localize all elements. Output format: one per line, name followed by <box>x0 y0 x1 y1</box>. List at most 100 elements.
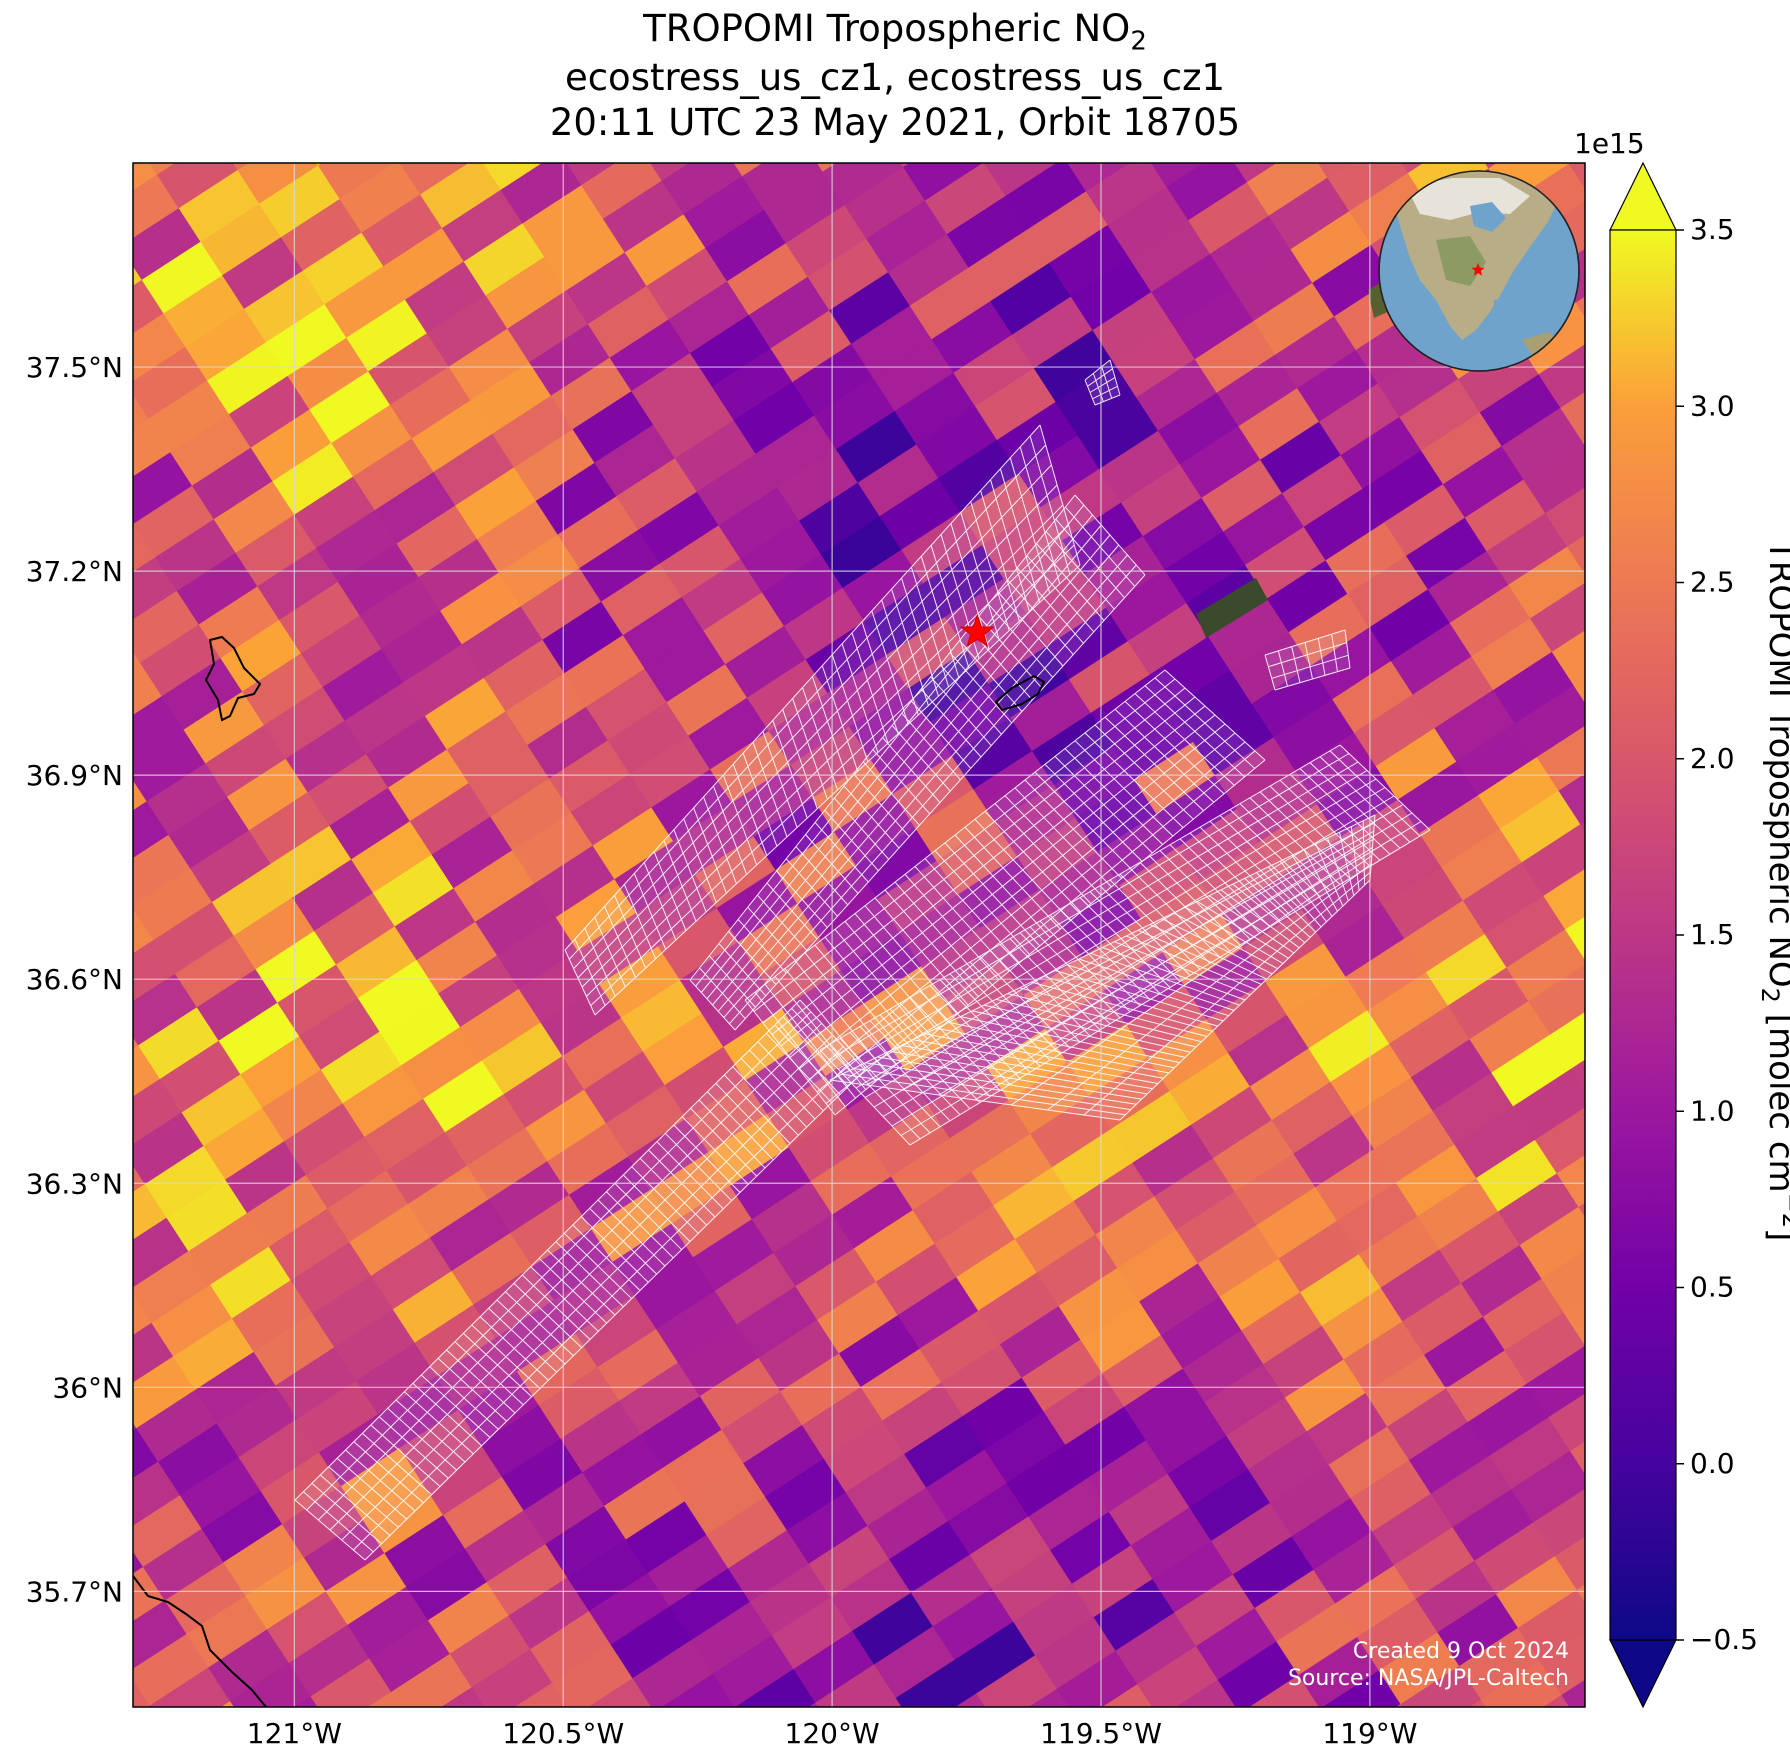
no2-pixel <box>855 826 938 900</box>
no2-pixel <box>1269 1464 1352 1538</box>
no2-pixel <box>337 543 420 617</box>
no2-pixel <box>283 1102 367 1176</box>
mesh-swath-1-lines <box>564 424 1081 1016</box>
no2-pixel <box>1053 745 1136 820</box>
no2-pixel <box>133 207 203 281</box>
no2-pixel <box>334 1308 417 1382</box>
no2-pixel <box>377 89 459 162</box>
no2-pixel <box>1343 1320 1426 1394</box>
no2-pixel <box>1476 1139 1559 1213</box>
no2-pixel <box>1534 1107 1585 1175</box>
no2-pixel <box>646 247 729 321</box>
no2-pixel <box>1203 76 1285 149</box>
no2-pixel <box>664 1046 747 1120</box>
no2-pixel <box>210 1246 293 1320</box>
no2-pixel <box>1112 707 1195 781</box>
no2-pixel <box>440 572 523 646</box>
no2-pixel <box>518 950 601 1024</box>
no2-pixel <box>560 1400 643 1474</box>
no2-pixel <box>641 1395 724 1469</box>
no2-pixel <box>910 1554 993 1628</box>
no2-pixel <box>1154 1157 1237 1231</box>
no2-pixel <box>527 706 610 780</box>
no2-pixel <box>355 1342 439 1416</box>
no2-pixel <box>468 744 551 818</box>
lon-tick-label: 119.5°W <box>1040 1717 1162 1750</box>
no2-pixel <box>1424 1316 1507 1390</box>
no2-pixel <box>1119 846 1202 920</box>
no2-pixel <box>1171 669 1254 743</box>
no2-pixel <box>860 61 942 134</box>
globe-outline <box>1378 170 1580 372</box>
no2-pixel <box>481 1021 564 1096</box>
no2-pixel <box>564 634 647 708</box>
no2-pixel <box>1325 521 1408 595</box>
no2-pixel <box>1110 1090 1193 1164</box>
no2-pixel <box>223 1523 306 1597</box>
no2-pixel <box>533 845 616 919</box>
no2-pixel <box>758 1319 841 1393</box>
no2-pixel <box>113 1739 195 1752</box>
no2-pixel <box>41 1499 123 1572</box>
no2-pixel <box>1409 1421 1492 1495</box>
no2-pixel <box>31 456 113 529</box>
no2-pixel <box>424 677 508 751</box>
no2-pixel <box>159 1040 242 1114</box>
no2-pixel <box>538 80 620 153</box>
gridlines <box>133 163 1585 1707</box>
no2-pixel <box>381 610 464 684</box>
no2-pixel <box>1093 1578 1176 1652</box>
no2-pixel <box>1251 665 1334 739</box>
no2-pixel <box>762 553 845 627</box>
no2-pixel <box>198 585 281 660</box>
no2-pixel <box>133 1427 160 1480</box>
no2-pixel <box>1364 67 1446 140</box>
no2-pixel <box>588 1572 672 1646</box>
no2-pixel <box>351 820 434 894</box>
no2-pixel <box>572 390 655 464</box>
no2-pixel <box>190 829 273 904</box>
no2-pixel <box>245 1557 328 1631</box>
no2-pixel <box>735 1668 817 1707</box>
no2-pixel <box>371 1236 454 1311</box>
no2-pixel <box>1467 1383 1550 1457</box>
no2-pixel <box>314 892 397 966</box>
mesh-fragment-lines <box>1084 359 1121 406</box>
no2-pixel <box>1384 483 1467 557</box>
no2-pixel <box>599 945 682 1019</box>
no2-pixel <box>1530 582 1585 653</box>
no2-pixel <box>889 1520 972 1594</box>
no2-pixel <box>1120 463 1204 538</box>
no2-pixel <box>570 773 653 847</box>
no2-pixel <box>612 1223 695 1297</box>
no2-pixel <box>183 691 266 765</box>
lon-tick-label: 119°W <box>1322 1717 1417 1750</box>
no2-pixel <box>471 1648 554 1707</box>
no2-pixel <box>1461 1244 1544 1318</box>
no2-pixel <box>1208 597 1291 672</box>
no2-pixel <box>751 1180 834 1254</box>
colorbar-tick-label: 3.5 <box>1690 213 1735 246</box>
no2-pixel <box>507 289 590 364</box>
no2-pixel <box>1400 1665 1483 1707</box>
no2-pixel <box>900 163 912 168</box>
no2-pixel <box>941 1343 1024 1417</box>
no2-pixel <box>677 1323 760 1398</box>
no2-pixel <box>666 663 749 737</box>
no2-pixel <box>1117 1229 1200 1303</box>
no2-pixel <box>699 70 781 143</box>
no2-pixel <box>983 163 1059 197</box>
no2-pixel <box>512 811 595 885</box>
no2-pixel <box>725 625 808 699</box>
colorbar-label-text: TROPOMI Tropospheric NO <box>1761 539 1790 988</box>
no2-pixel <box>457 84 539 157</box>
no2-pixel <box>133 649 142 669</box>
no2-pixel <box>505 672 588 746</box>
no2-pixel <box>352 437 436 512</box>
no2-pixel <box>1525 1728 1607 1752</box>
no2-pixel <box>1016 817 1099 891</box>
no2-pixel <box>1550 1011 1585 1070</box>
no2-pixel <box>149 1666 232 1707</box>
no2-pixel <box>1234 163 1279 184</box>
no2-pixel <box>377 1375 460 1449</box>
